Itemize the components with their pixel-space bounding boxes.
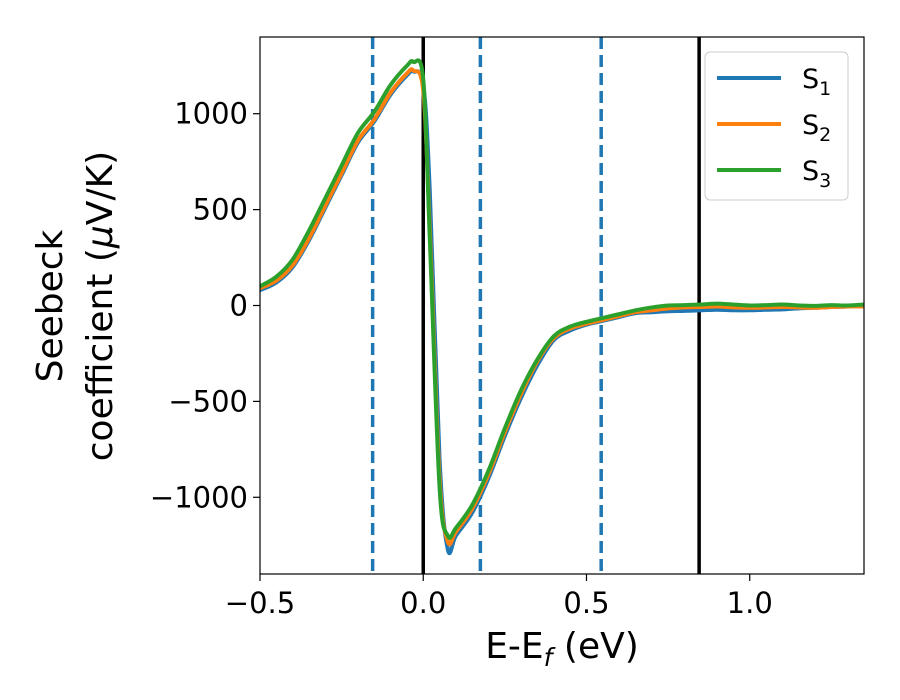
legend-label-s2: S2: [802, 110, 831, 146]
x-tick-label: 0.0: [400, 586, 446, 620]
y-tick-label: −500: [168, 384, 248, 418]
legend-label-s1: S1: [802, 64, 831, 100]
legend-label-s3: S3: [802, 156, 831, 192]
y-axis-label-line1: Seebeck: [30, 229, 71, 382]
x-axis-label: E-Ef (eV): [485, 626, 639, 672]
x-tick-label: −0.5: [225, 586, 295, 620]
y-tick-label: 0: [230, 289, 248, 323]
y-tick-label: 1000: [174, 97, 248, 131]
legend: S1 S2 S3: [704, 51, 849, 201]
series-lines: [260, 58, 864, 556]
y-axis-ticks: −1000 −500 0 500 1000: [150, 97, 260, 514]
y-tick-label: 500: [193, 193, 248, 227]
y-tick-label: −1000: [150, 480, 248, 514]
x-tick-label: 1.0: [727, 586, 773, 620]
x-tick-label: 0.5: [563, 586, 609, 620]
series-line-s3: [260, 58, 864, 540]
y-axis-label: Seebeck coefficient (μV/K): [30, 151, 121, 461]
y-axis-label-line2: coefficient (μV/K): [80, 151, 121, 461]
x-axis-ticks: −0.5 0.0 0.5 1.0: [225, 574, 773, 620]
